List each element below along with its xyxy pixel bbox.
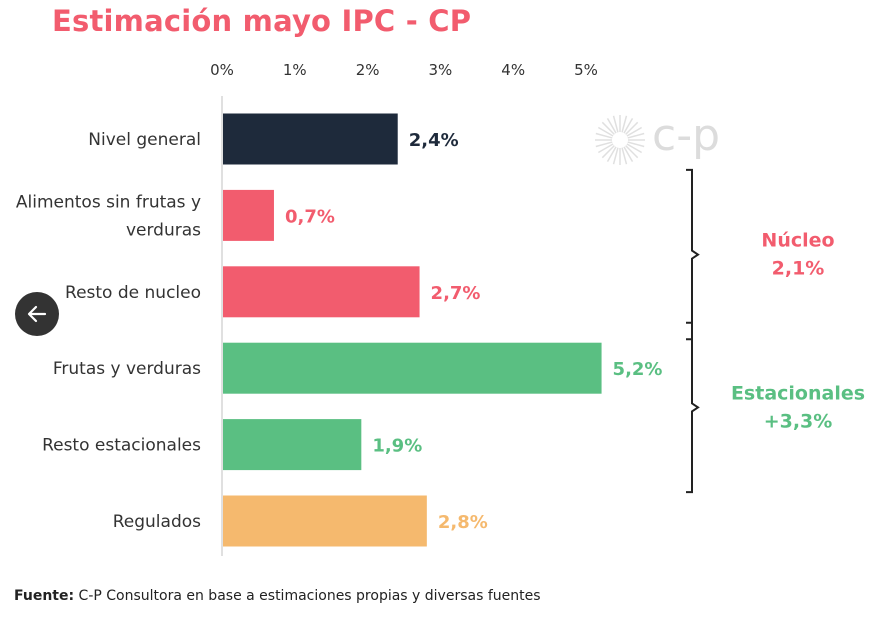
group-bracket	[686, 321, 700, 494]
bar	[223, 189, 274, 241]
bar	[223, 419, 362, 471]
sunburst-ray	[601, 121, 615, 135]
bar	[223, 342, 602, 394]
group-value: 2,1%	[772, 258, 825, 280]
chart-title: Estimación mayo IPC - CP	[52, 4, 472, 38]
sunburst-ray	[623, 146, 634, 163]
source-note: Fuente: C-P Consultora en base a estimac…	[14, 588, 541, 604]
back-button[interactable]	[15, 292, 59, 336]
bar	[223, 266, 420, 318]
tick-label: 2%	[356, 61, 380, 79]
sunburst-ray	[626, 126, 643, 137]
category-label-line: Frutas y verduras	[53, 359, 201, 379]
category-label: Regulados	[113, 512, 201, 532]
arrow-left-icon	[27, 305, 47, 323]
sunburst-ray	[625, 121, 639, 135]
category-label: Resto estacionales	[42, 436, 201, 456]
sunburst-ray	[612, 147, 619, 165]
sunburst-ray	[627, 141, 645, 148]
sunburst-ray	[625, 145, 639, 159]
data-label: 2,4%	[409, 130, 459, 151]
data-label: 2,8%	[438, 512, 488, 533]
group-value: +3,3%	[764, 410, 833, 432]
source-label: Fuente:	[14, 588, 75, 604]
data-label: 0,7%	[285, 206, 335, 227]
data-label: 1,9%	[372, 436, 422, 457]
category-label-line: Regulados	[113, 512, 201, 532]
category-label-line: Resto estacionales	[42, 436, 201, 456]
sunburst-ray	[606, 117, 617, 134]
tick-label: 1%	[283, 61, 307, 79]
group-bracket	[686, 168, 700, 341]
tick-label: 5%	[574, 61, 598, 79]
sunburst-icon	[595, 115, 645, 165]
data-label: 2,7%	[431, 283, 481, 304]
category-label-line: Nivel general	[88, 130, 201, 150]
category-label: Nivel general	[88, 130, 201, 150]
source-text: C-P Consultora en base a estimaciones pr…	[74, 588, 541, 604]
sunburst-ray	[606, 146, 617, 163]
tick-label: 0%	[210, 61, 234, 79]
category-label: Alimentos sin frutas y verduras	[16, 192, 201, 240]
group-name: Núcleo	[761, 230, 834, 252]
sunburst-ray	[595, 141, 613, 148]
category-label: Resto de nucleo	[65, 283, 201, 303]
sunburst-ray	[621, 115, 628, 133]
sunburst-ray	[627, 132, 645, 139]
category-label-line: Resto de nucleo	[65, 283, 201, 303]
sunburst-ray	[597, 143, 614, 154]
category-label: Frutas y verduras	[53, 359, 201, 379]
category-label-line: Alimentos sin frutas y	[16, 192, 201, 212]
sunburst-ray	[612, 115, 619, 133]
logo-text: c-p	[652, 110, 720, 161]
tick-label: 3%	[429, 61, 453, 79]
sunburst-ray	[597, 126, 614, 137]
bar	[223, 113, 398, 165]
sunburst-ray	[621, 147, 628, 165]
category-label-line: verduras	[126, 220, 201, 240]
bar-chart: 0% 1% 2% 3% 4% 5% Nivel general 2,4% Alimentos s…	[16, 61, 865, 556]
group-name: Estacionales	[731, 382, 865, 404]
data-label: 5,2%	[613, 359, 663, 380]
tick-label: 4%	[501, 61, 525, 79]
bar	[223, 495, 427, 547]
sunburst-ray	[595, 132, 613, 139]
sunburst-ray	[623, 117, 634, 134]
sunburst-ray	[626, 143, 643, 154]
sunburst-ray	[601, 145, 615, 159]
